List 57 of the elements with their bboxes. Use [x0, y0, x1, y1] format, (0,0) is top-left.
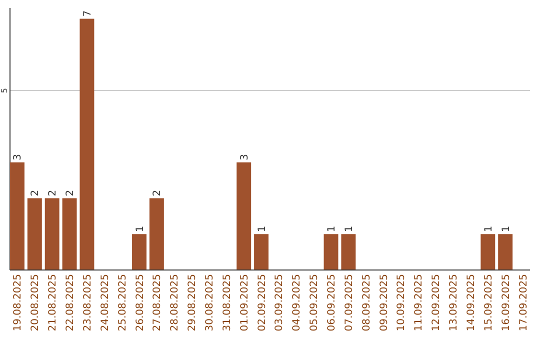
bar [27, 198, 42, 270]
data-label: 2 [65, 190, 76, 196]
x-tick-label: 04.09.2025 [292, 274, 303, 332]
data-label: 1 [256, 226, 268, 232]
bar [44, 198, 60, 270]
x-tick-label: 05.09.2025 [309, 274, 320, 332]
x-tick-label: 02.09.2025 [256, 274, 268, 332]
x-tick-label: 27.08.2025 [152, 274, 164, 332]
x-tick-label: 01.09.2025 [239, 274, 250, 332]
bar [324, 234, 338, 270]
data-label: 1 [134, 226, 146, 232]
bar [254, 234, 269, 270]
y-tick-label: 5 [0, 88, 9, 94]
bar [236, 162, 252, 270]
bar [62, 198, 77, 270]
x-tick-label: 16.09.2025 [500, 274, 512, 332]
data-label: 2 [152, 190, 164, 196]
bar [498, 234, 513, 270]
x-tick-label: 23.08.2025 [82, 274, 94, 332]
data-label: 1 [326, 226, 338, 232]
bar [480, 234, 496, 270]
x-tick-label: 31.08.2025 [222, 274, 233, 332]
bar [80, 18, 94, 270]
x-tick-label: 29.08.2025 [187, 274, 198, 332]
x-tick-label: 06.09.2025 [326, 274, 338, 332]
x-tick-label: 09.09.2025 [378, 274, 390, 332]
x-tick-label: 03.09.2025 [274, 274, 286, 332]
data-label: 1 [483, 226, 494, 232]
x-tick-label: 25.08.2025 [117, 274, 128, 332]
bar [132, 234, 146, 270]
bar [10, 162, 24, 270]
x-tick-label: 15.09.2025 [483, 274, 494, 332]
x-tick-label: 30.08.2025 [204, 274, 216, 332]
bar [341, 234, 356, 270]
x-tick-label: 08.09.2025 [361, 274, 372, 332]
data-label: 1 [344, 226, 355, 232]
data-label: 3 [12, 154, 24, 160]
x-tick-label: 20.08.2025 [30, 274, 42, 332]
data-label: 2 [48, 190, 59, 196]
data-label: 1 [500, 226, 512, 232]
x-tick-label: 26.08.2025 [134, 274, 146, 332]
x-tick-label: 07.09.2025 [344, 274, 355, 332]
data-label: 2 [30, 190, 42, 196]
x-tick-label: 14.09.2025 [466, 274, 477, 332]
x-tick-label: 17.09.2025 [518, 274, 530, 332]
x-tick-label: 13.09.2025 [448, 274, 460, 332]
x-tick-label: 19.08.2025 [12, 274, 24, 332]
x-tick-label: 11.09.2025 [414, 274, 425, 332]
data-label: 3 [239, 154, 250, 160]
x-tick-label: 24.08.2025 [100, 274, 111, 332]
x-tick-label: 28.08.2025 [170, 274, 181, 332]
x-tick-label: 12.09.2025 [431, 274, 442, 332]
data-label: 7 [82, 10, 94, 17]
bar [149, 198, 164, 270]
x-tick-label: 21.08.2025 [48, 274, 59, 332]
x-tick-label: 22.08.2025 [65, 274, 76, 332]
x-tick-label: 10.09.2025 [396, 274, 408, 332]
